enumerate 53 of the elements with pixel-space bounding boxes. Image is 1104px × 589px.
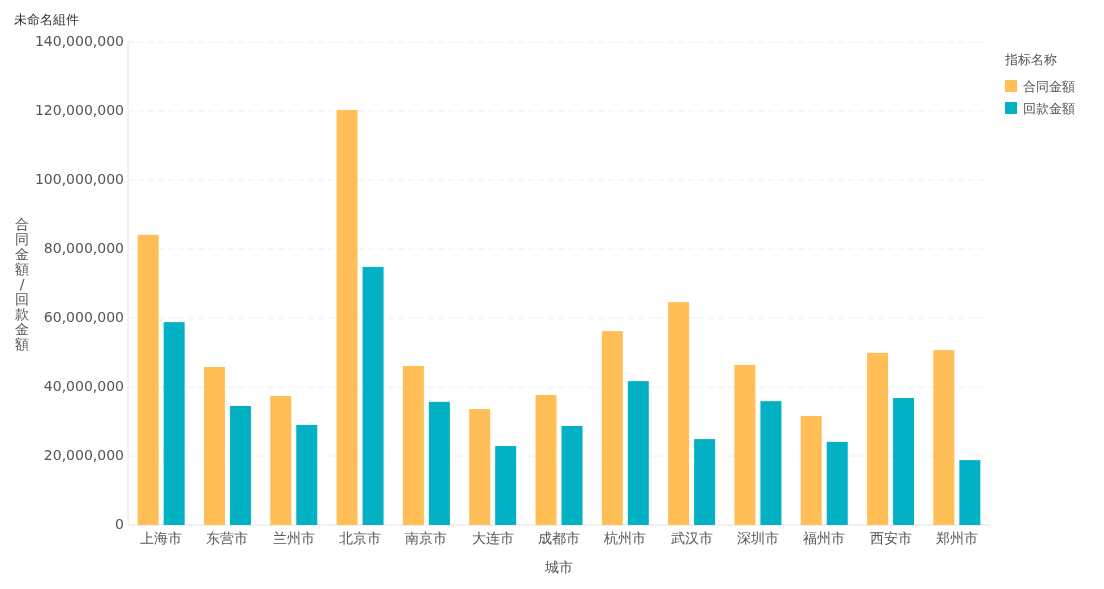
chart-title: 未命名組件: [14, 12, 79, 27]
text: 合同金額 / 回款金額: [15, 215, 29, 352]
x-tick-label: 武汉市: [670, 530, 713, 546]
y-tick-label: 80,000,000: [43, 240, 124, 256]
bar: [668, 302, 690, 525]
y-tick-label: 120,000,000: [34, 102, 124, 118]
bar: [694, 439, 716, 525]
bar: [163, 322, 185, 525]
bar: [362, 266, 384, 525]
x-tick-label: 杭州市: [603, 530, 647, 546]
y-tick-label: 60,000,000: [43, 309, 124, 325]
x-tick-label: 郑州市: [935, 530, 978, 546]
x-tick-label: 成都市: [538, 530, 580, 546]
x-tick-label: 南京市: [405, 530, 448, 546]
y-tick-label: 0: [115, 516, 124, 532]
x-tick-label: 北京市: [339, 530, 382, 546]
bar: [402, 365, 424, 525]
bar: [933, 350, 955, 525]
y-tick-label: 40,000,000: [43, 378, 124, 394]
legend-title: 指标名称: [1004, 52, 1057, 67]
bar: [627, 381, 649, 525]
bar: [495, 446, 517, 525]
x-tick-label: 福州市: [803, 530, 846, 546]
bar: [428, 401, 450, 525]
x-tick-label: 西安市: [869, 530, 912, 546]
x-tick-label: 上海市: [140, 530, 183, 546]
bar: [469, 409, 491, 525]
y-tick-label: 140,000,000: [34, 33, 124, 49]
x-tick-label: 兰州市: [272, 530, 315, 546]
bar: [336, 109, 358, 525]
x-axis-title: 城市: [544, 559, 573, 575]
bar: [229, 405, 251, 525]
legend-label: 回款金額: [1023, 101, 1075, 116]
bar: [826, 441, 848, 525]
bar: [561, 425, 583, 525]
bar: [203, 366, 225, 525]
y-tick-label: 100,000,000: [34, 171, 124, 187]
bar: [760, 401, 782, 525]
bar: [893, 398, 915, 525]
bar: [867, 352, 889, 525]
y-tick-label: 20,000,000: [43, 447, 124, 463]
x-tick-label: 东营市: [206, 530, 249, 546]
bar: [137, 234, 159, 525]
bar: [734, 364, 756, 525]
bar: [535, 394, 557, 525]
bar: [296, 424, 318, 525]
bar: [601, 331, 623, 525]
bar: [800, 415, 822, 525]
bar: [270, 395, 292, 525]
bar: [959, 460, 981, 525]
x-tick-label: 深圳市: [736, 530, 779, 546]
legend-label: 合同金額: [1023, 79, 1075, 94]
x-tick-label: 大连市: [471, 530, 514, 546]
